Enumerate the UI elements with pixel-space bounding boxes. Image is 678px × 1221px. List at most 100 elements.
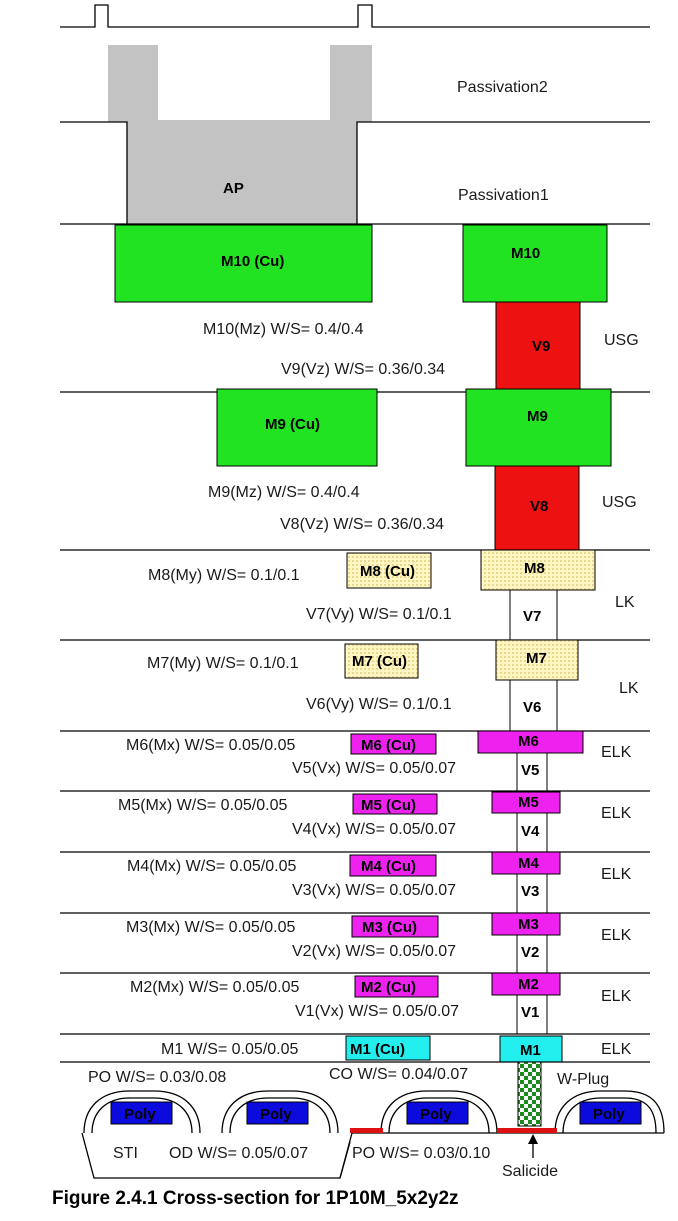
elk-label-5: ELK — [601, 988, 632, 1005]
v3-block — [516, 873, 548, 914]
m5-cu-label: M5 (Cu) — [361, 797, 416, 814]
m2-cu-block — [354, 975, 439, 998]
m6-cu-label: M6 (Cu) — [361, 737, 416, 754]
m7-rule: M7(My) W/S= 0.1/0.1 — [147, 655, 299, 672]
v7-block — [509, 589, 558, 641]
v3-rule: V3(Vx) W/S= 0.05/0.07 — [292, 882, 456, 899]
m9-rule: M9(Mz) W/S= 0.4/0.4 — [208, 484, 360, 501]
elk-label-2: ELK — [601, 805, 632, 822]
m4-cu-block — [349, 854, 437, 877]
poly-gate-2-label: Poly — [260, 1106, 292, 1123]
poly-gate-2 — [246, 1101, 309, 1125]
m3-cu-block — [351, 915, 439, 938]
m10-label: M10 — [511, 245, 540, 262]
m5-label: M5 — [518, 794, 539, 811]
m3-cu-label: M3 (Cu) — [362, 919, 417, 936]
usg-label-2: USG — [602, 494, 637, 511]
salicide-right — [497, 1128, 557, 1133]
passivation2-label: Passivation2 — [457, 79, 548, 96]
salicide-left — [350, 1128, 383, 1133]
gate-4-spacer-outer — [554, 1090, 665, 1134]
v9-label: V9 — [532, 338, 550, 355]
passivation2-outline — [60, 4, 650, 28]
m8-rule: M8(My) W/S= 0.1/0.1 — [148, 567, 300, 584]
v5-block — [516, 752, 548, 792]
v6-rule: V6(Vy) W/S= 0.1/0.1 — [306, 696, 452, 713]
v8-block — [494, 465, 580, 551]
m5-cu-block — [352, 793, 438, 815]
m3-rule: M3(Mx) W/S= 0.05/0.05 — [126, 919, 295, 936]
ap-pad — [127, 122, 357, 224]
m1-cu-label: M1 (Cu) — [350, 1041, 405, 1058]
poly-gate-3-label: Poly — [420, 1106, 452, 1123]
passivation2-left-wall — [108, 45, 158, 122]
poly-gate-1-label: Poly — [124, 1106, 156, 1123]
elk-label-4: ELK — [601, 927, 632, 944]
m10-cu-block — [114, 224, 373, 303]
v4-label: V4 — [521, 823, 540, 840]
m6-cu-block — [350, 733, 437, 755]
po-top-rule: PO W/S= 0.03/0.08 — [88, 1069, 226, 1086]
poly-gate-1 — [110, 1101, 173, 1125]
v5-label: V5 — [521, 762, 539, 779]
m5-rule: M5(Mx) W/S= 0.05/0.05 — [118, 797, 287, 814]
gate-3-spacer-outer — [380, 1090, 498, 1134]
w-plug — [517, 1061, 542, 1127]
m9-cu-block — [216, 388, 378, 467]
v2-block — [516, 934, 548, 974]
m8-label: M8 — [524, 560, 545, 577]
poly-gate-4 — [579, 1101, 642, 1125]
m4-cu-label: M4 (Cu) — [361, 858, 416, 875]
od-rule: OD W/S= 0.05/0.07 — [169, 1145, 308, 1162]
v4-rule: V4(Vx) W/S= 0.05/0.07 — [292, 821, 456, 838]
v6-label: V6 — [523, 699, 541, 716]
figure-caption: Figure 2.4.1 Cross-section for 1P10M_5x2… — [52, 1188, 459, 1209]
co-rule: CO W/S= 0.04/0.07 — [329, 1066, 468, 1083]
usg-label-1: USG — [604, 332, 639, 349]
m2-rule: M2(Mx) W/S= 0.05/0.05 — [130, 979, 299, 996]
m8-block — [480, 549, 596, 591]
m9-label: M9 — [527, 408, 548, 425]
gate-2-spacer-inner — [229, 1097, 331, 1134]
gate-2-spacer-outer — [221, 1090, 339, 1134]
m8-cu-label: M8 (Cu) — [360, 563, 415, 580]
m8-cu-block — [346, 552, 432, 589]
po-bottom-rule: PO W/S= 0.03/0.10 — [352, 1145, 490, 1162]
elk-label-6: ELK — [601, 1041, 632, 1058]
elk-label-3: ELK — [601, 866, 632, 883]
m2-label: M2 — [518, 976, 539, 993]
m7-cu-label: M7 (Cu) — [352, 653, 407, 670]
po-bottom-slash — [339, 1141, 351, 1179]
v6-block — [509, 679, 558, 732]
poly-gate-4-label: Poly — [593, 1106, 625, 1123]
v9-block — [495, 301, 581, 391]
v7-label: V7 — [523, 608, 541, 625]
v1-rule: V1(Vx) W/S= 0.05/0.07 — [295, 1003, 459, 1020]
m2-cu-label: M2 (Cu) — [361, 979, 416, 996]
salicide-label: Salicide — [502, 1163, 558, 1180]
v7-rule: V7(Vy) W/S= 0.1/0.1 — [306, 606, 452, 623]
m1-cu-block — [345, 1035, 431, 1061]
lk-label-1: LK — [615, 594, 635, 611]
m7-cu-block — [344, 643, 419, 679]
m6-rule: M6(Mx) W/S= 0.05/0.05 — [126, 737, 295, 754]
ap-label: AP — [223, 180, 244, 197]
m4-rule: M4(Mx) W/S= 0.05/0.05 — [127, 858, 296, 875]
m10-cu-label: M10 (Cu) — [221, 253, 284, 270]
sti-label: STI — [113, 1145, 138, 1162]
gate-3-spacer-inner — [388, 1097, 490, 1134]
elk-label-1: ELK — [601, 744, 632, 761]
v1-block — [516, 994, 548, 1035]
m1-block — [499, 1035, 563, 1063]
gate-1-spacer-inner — [91, 1097, 193, 1134]
m3-label: M3 — [518, 916, 539, 933]
poly-gate-3 — [406, 1101, 469, 1125]
gate-4-spacer-inner — [562, 1097, 657, 1134]
passivation1-outline — [60, 121, 650, 224]
passivation2-right-wall — [330, 45, 372, 122]
gate-1-spacer-outer — [83, 1090, 201, 1134]
v2-rule: V2(Vx) W/S= 0.05/0.07 — [292, 943, 456, 960]
v4-block — [516, 812, 548, 853]
salicide-arrow-head — [528, 1134, 538, 1144]
